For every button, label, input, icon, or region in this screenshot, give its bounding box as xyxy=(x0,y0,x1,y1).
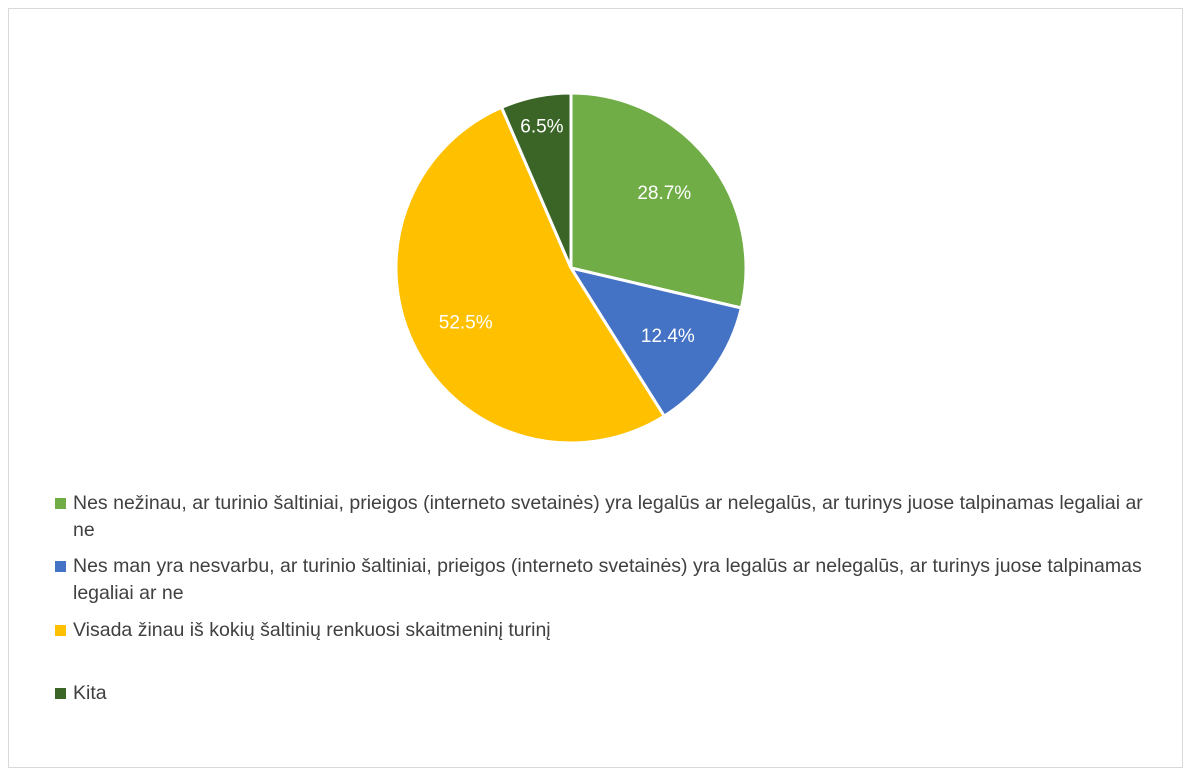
pie-slice xyxy=(567,265,744,419)
data-label: 52.5% xyxy=(439,312,493,333)
data-label: 6.5% xyxy=(520,116,563,137)
legend-item: Visada žinau iš kokių šaltinių renkuosi … xyxy=(52,617,1162,644)
legend-label: Kita xyxy=(73,682,107,704)
legend-item: Nes nežinau, ar turinio šaltiniai, priei… xyxy=(52,490,1162,544)
legend-item: Nes man yra nesvarbu, ar turinio šaltini… xyxy=(52,553,1162,607)
legend-swatch xyxy=(55,688,66,699)
legend-label: Nes nežinau, ar turinio šaltiniai, priei… xyxy=(73,492,1143,541)
data-label: 12.4% xyxy=(641,326,695,347)
legend-swatch xyxy=(55,625,66,636)
data-label: 28.7% xyxy=(637,183,691,204)
pie-slice xyxy=(499,91,573,269)
legend-label: Visada žinau iš kokių šaltinių renkuosi … xyxy=(73,619,551,641)
legend-label: Nes man yra nesvarbu, ar turinio šaltini… xyxy=(73,555,1142,604)
pie-slice xyxy=(569,91,748,310)
chart: 28.7% 12.4% 52.5% 6.5% xyxy=(394,91,748,445)
legend-item: Kita xyxy=(52,680,1162,707)
legend-swatch xyxy=(55,498,66,509)
pie-slice xyxy=(394,105,667,445)
legend-swatch xyxy=(55,561,66,572)
